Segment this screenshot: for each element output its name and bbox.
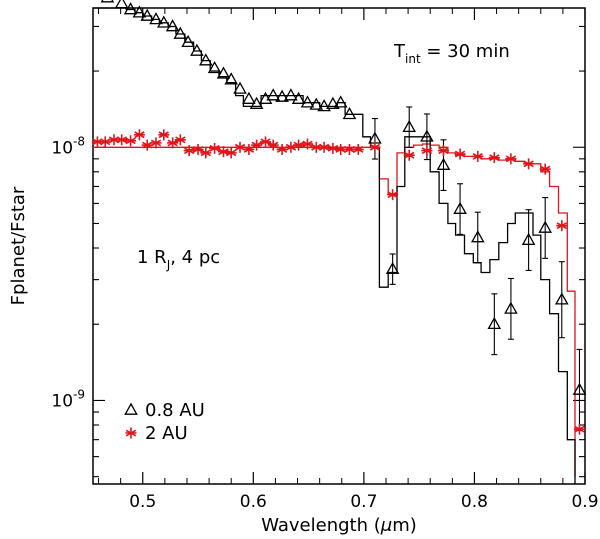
point-triangle <box>342 106 357 120</box>
point-asterisk <box>150 137 162 149</box>
point-triangle <box>233 81 247 94</box>
point-triangle <box>224 72 239 85</box>
legend-triangle-icon <box>124 402 138 415</box>
point-triangle <box>504 301 518 314</box>
point-asterisk <box>174 134 186 146</box>
point-triangle <box>242 91 256 104</box>
point-triangle <box>156 15 171 28</box>
point-triangle <box>385 261 400 275</box>
point-triangle <box>207 60 222 74</box>
legend: 0.8 AU2 AU <box>124 400 205 444</box>
point-triangle <box>453 201 467 214</box>
point-asterisk <box>234 141 246 153</box>
point-triangle <box>554 292 569 305</box>
point-asterisk <box>225 147 237 159</box>
planet-radius-distance-annotation: 1 RJ, 4 pc <box>137 247 220 272</box>
point-asterisk <box>421 145 433 157</box>
point-asterisk <box>369 141 381 153</box>
point-triangle <box>420 129 434 142</box>
point-triangle <box>275 89 289 102</box>
point-triangle <box>181 34 195 48</box>
point-asterisk <box>251 139 263 151</box>
point-triangle <box>538 220 553 233</box>
point-triangle <box>300 95 315 108</box>
point-asterisk <box>267 139 279 151</box>
axis-ticks: 0.5 0.6 0.7 0.8 0.9 10-8 10-9 <box>51 8 599 512</box>
legend-label: 0.8 AU <box>145 400 205 421</box>
point-asterisk <box>403 149 415 161</box>
point-asterisk <box>141 139 153 151</box>
plot-frame <box>92 7 586 485</box>
point-asterisk <box>318 141 330 153</box>
point-triangle <box>521 232 536 245</box>
point-triangle <box>216 66 231 79</box>
point-asterisk <box>183 145 195 157</box>
point-triangle <box>198 53 213 66</box>
point-triangle <box>149 12 163 25</box>
y-tick-label: 10-8 <box>51 134 85 158</box>
point-asterisk <box>472 150 484 162</box>
point-triangle <box>165 19 180 32</box>
point-asterisk <box>276 144 288 155</box>
point-triangle <box>100 0 115 3</box>
point-asterisk <box>523 158 535 170</box>
point-triangle <box>572 382 587 395</box>
point-asterisk <box>200 147 212 159</box>
point-triangle <box>402 119 417 133</box>
point-triangle <box>291 91 306 104</box>
point-asterisk <box>574 423 585 435</box>
point-asterisk <box>488 152 500 164</box>
point-asterisk <box>192 144 204 155</box>
point-triangle <box>436 157 451 170</box>
point-asterisk <box>387 189 399 201</box>
data-points <box>91 0 587 435</box>
point-triangle <box>132 5 147 18</box>
point-asterisk <box>116 134 128 146</box>
point-triangle <box>190 43 204 56</box>
x-tick-label: 0.9 <box>571 492 598 512</box>
point-asterisk <box>302 138 313 150</box>
legend-asterisk-icon <box>125 427 137 439</box>
point-triangle <box>333 95 348 108</box>
x-tick-label: 0.6 <box>240 492 267 512</box>
x-axis-title: Wavelength (μm) <box>261 515 417 536</box>
point-asterisk <box>539 163 551 175</box>
step-line-0.8-AU <box>93 7 576 484</box>
point-triangle <box>114 0 129 9</box>
y-axis-title: Fplanet/Fstar <box>8 186 29 305</box>
x-tick-label: 0.8 <box>461 492 488 512</box>
point-triangle <box>284 88 298 101</box>
x-tick-label: 0.5 <box>129 492 156 512</box>
point-asterisk <box>293 139 305 151</box>
point-asterisk <box>454 148 466 160</box>
point-asterisk <box>505 153 517 165</box>
point-asterisk <box>438 145 449 157</box>
point-triangle <box>309 97 324 110</box>
point-triangle <box>317 99 331 112</box>
point-asterisk <box>125 135 137 147</box>
y-tick-label: 10-9 <box>51 387 85 411</box>
integration-time-annotation: Tint = 30 min <box>393 41 510 66</box>
point-asterisk <box>209 142 221 154</box>
point-triangle <box>140 8 155 21</box>
point-asterisk <box>556 220 568 232</box>
point-triangle <box>266 88 281 101</box>
legend-label: 2 AU <box>145 423 188 444</box>
point-triangle <box>326 96 340 109</box>
x-tick-label: 0.7 <box>350 492 377 512</box>
point-asterisk <box>133 129 145 141</box>
point-triangle <box>487 316 502 330</box>
point-triangle <box>173 26 188 39</box>
point-asterisk <box>352 144 364 155</box>
point-asterisk <box>158 129 170 141</box>
point-triangle <box>123 2 138 15</box>
point-triangle <box>470 230 485 243</box>
